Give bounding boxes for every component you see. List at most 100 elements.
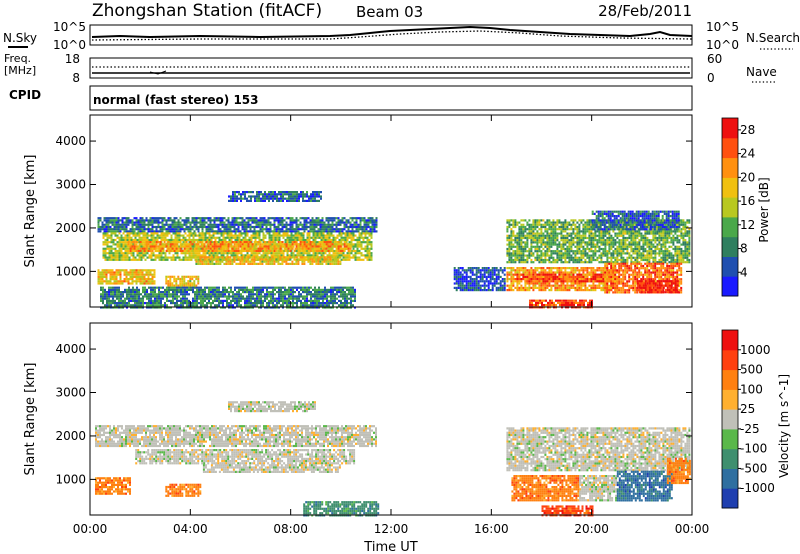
range-cell: [209, 256, 212, 259]
range-cell: [514, 256, 517, 259]
range-cell: [312, 288, 314, 291]
range-cell: [97, 269, 100, 272]
range-cell: [264, 299, 266, 302]
range-cell: [122, 293, 124, 296]
range-cell: [227, 228, 230, 231]
range-cell: [131, 247, 134, 250]
range-cell: [312, 191, 314, 194]
range-cell: [479, 269, 482, 272]
range-cell: [272, 197, 274, 200]
range-cell: [276, 195, 278, 198]
range-cell: [373, 223, 376, 226]
range-cell: [186, 258, 189, 261]
range-cell: [453, 267, 456, 270]
range-cell: [542, 247, 545, 251]
range-cell: [268, 191, 270, 194]
range-cell: [217, 228, 220, 231]
range-cell: [512, 221, 515, 224]
range-cell: [152, 299, 154, 302]
range-cell: [308, 252, 311, 255]
range-cell: [124, 252, 127, 255]
range-cell: [112, 299, 114, 302]
range-cell: [514, 223, 517, 226]
range-cell: [247, 262, 250, 265]
range-cell: [538, 261, 541, 264]
range-cell: [342, 288, 344, 291]
range-cell: [234, 236, 237, 239]
range-cell: [219, 249, 222, 252]
range-cell: [506, 230, 509, 233]
range-cell: [314, 295, 316, 298]
range-cell: [151, 275, 154, 278]
range-cell: [143, 219, 146, 222]
range-cell: [268, 197, 270, 200]
range-cell: [283, 219, 286, 222]
range-cell: [178, 288, 180, 291]
range-cell: [151, 278, 154, 281]
range-cell: [236, 297, 238, 300]
range-cell: [344, 297, 346, 300]
range-cell: [294, 286, 296, 289]
range-cell: [145, 245, 148, 248]
range-cell: [510, 234, 513, 237]
range-cell: [124, 249, 127, 253]
cpid-panel: CPID normal (fast stereo) 153: [9, 85, 693, 111]
range-cell: [506, 250, 509, 253]
range-cell: [522, 219, 525, 222]
range-cell: [296, 297, 298, 300]
range-cell: [131, 221, 134, 224]
range-cell: [287, 258, 290, 261]
range-cell: [267, 260, 270, 263]
range-cell: [230, 247, 233, 250]
range-cell: [135, 225, 138, 229]
range-cell: [173, 230, 176, 233]
range-cell: [217, 245, 220, 248]
range-cell: [510, 252, 513, 255]
range-cell: [170, 258, 173, 261]
range-cell: [349, 247, 352, 250]
range-cell: [149, 241, 152, 244]
range-cell: [115, 228, 118, 231]
range-cell: [144, 252, 147, 255]
range-cell: [284, 299, 286, 302]
range-cell: [127, 280, 130, 283]
range-cell: [165, 277, 168, 281]
range-cell: [512, 261, 515, 264]
range-cell: [214, 304, 216, 307]
range-cell: [175, 247, 178, 250]
range-cell: [538, 258, 541, 262]
range-cell: [194, 256, 197, 259]
range-cell: [348, 256, 351, 259]
range-cell: [294, 295, 296, 298]
range-cell: [501, 289, 504, 292]
range-cell: [155, 241, 158, 244]
range-cell: [279, 249, 282, 252]
range-cell: [365, 223, 368, 226]
range-cell: [524, 234, 527, 237]
range-cell: [247, 256, 250, 259]
range-cell: [345, 225, 348, 229]
range-cell: [280, 295, 282, 298]
range-cell: [150, 258, 153, 261]
range-cell: [296, 197, 298, 200]
range-cell: [129, 278, 132, 281]
range-cell: [457, 280, 460, 283]
range-cell: [205, 230, 208, 233]
range-cell: [193, 230, 196, 233]
range-cell: [248, 293, 250, 296]
range-cell: [350, 232, 353, 235]
range-cell: [108, 249, 111, 253]
range-cell: [197, 277, 200, 281]
range-cell: [364, 256, 367, 259]
range-cell: [150, 238, 153, 242]
range-cell: [323, 249, 326, 252]
range-cell: [165, 249, 168, 252]
range-cell: [524, 243, 527, 246]
range-cell: [455, 286, 458, 289]
range-cell: [182, 293, 184, 296]
range-cell: [333, 243, 336, 246]
range-cell: [169, 249, 172, 252]
range-cell: [233, 228, 236, 231]
range-cell: [293, 241, 296, 244]
range-cell: [121, 282, 124, 285]
